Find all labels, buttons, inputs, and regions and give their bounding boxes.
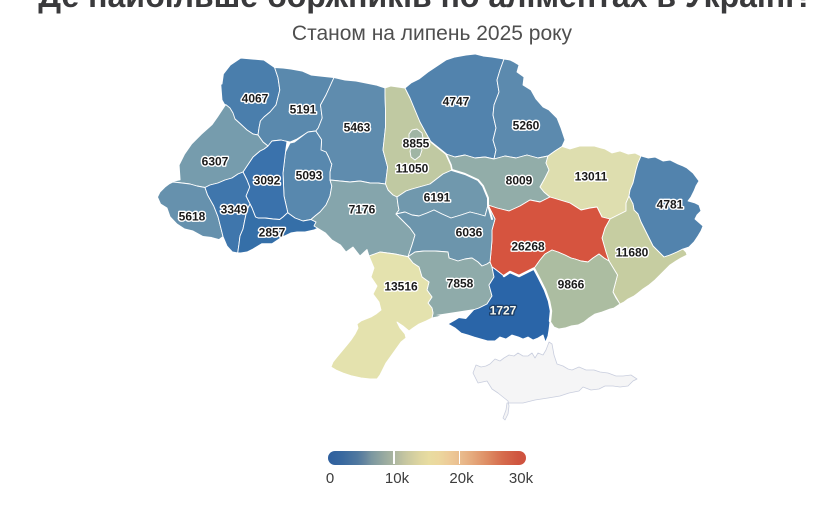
svg-text:8855: 8855 — [403, 137, 430, 151]
svg-text:5260: 5260 — [513, 119, 540, 133]
svg-text:4067: 4067 — [242, 92, 269, 106]
svg-text:11050: 11050 — [396, 162, 429, 176]
svg-text:9866: 9866 — [558, 278, 585, 292]
svg-text:1727: 1727 — [490, 304, 517, 318]
svg-text:13011: 13011 — [575, 170, 608, 184]
svg-text:6191: 6191 — [424, 191, 451, 205]
svg-text:26268: 26268 — [511, 240, 545, 254]
svg-text:3092: 3092 — [254, 174, 281, 188]
svg-text:13516: 13516 — [384, 280, 418, 294]
svg-text:7858: 7858 — [447, 277, 474, 291]
svg-text:5093: 5093 — [296, 169, 323, 183]
svg-text:11680: 11680 — [616, 246, 649, 260]
svg-text:4747: 4747 — [443, 95, 470, 109]
svg-text:5463: 5463 — [344, 121, 371, 135]
svg-text:2857: 2857 — [259, 226, 286, 240]
svg-text:5618: 5618 — [179, 210, 206, 224]
svg-text:7176: 7176 — [349, 203, 376, 217]
svg-text:8009: 8009 — [506, 174, 533, 188]
svg-text:5191: 5191 — [290, 103, 317, 117]
svg-text:4781: 4781 — [657, 198, 684, 212]
svg-text:6036: 6036 — [456, 226, 483, 240]
svg-text:6307: 6307 — [202, 155, 229, 169]
svg-text:3349: 3349 — [221, 203, 248, 217]
